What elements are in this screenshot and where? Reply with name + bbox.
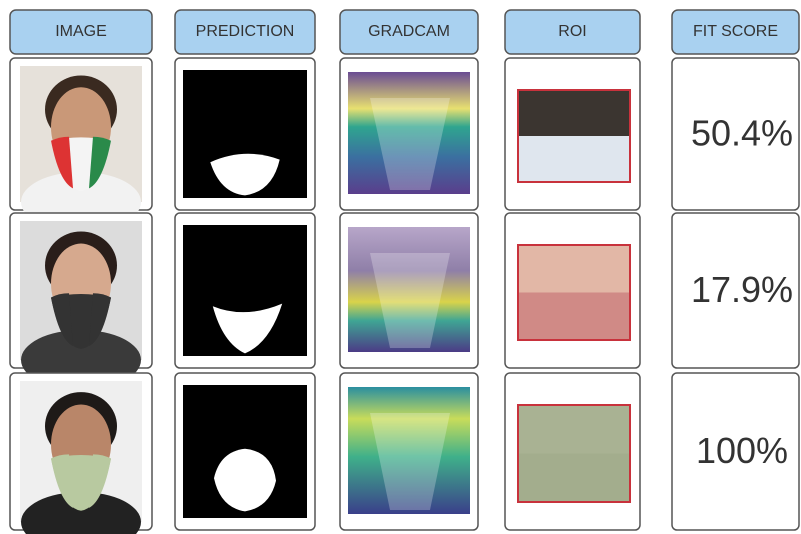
table-cell	[671, 372, 800, 531]
roi-border	[517, 244, 631, 341]
photo-mask-right	[89, 293, 111, 347]
header-cell	[339, 9, 479, 55]
roi-top	[518, 245, 630, 293]
gradcam-heatmap	[348, 227, 470, 352]
header-label: GRADCAM	[368, 23, 450, 40]
header-cell	[174, 9, 316, 55]
fit-score: 100%	[696, 430, 788, 471]
roi-bottom	[518, 292, 630, 340]
photo-mask-left	[51, 293, 73, 347]
roi-bottom	[518, 453, 630, 502]
roi-top	[518, 405, 630, 454]
prediction-mask	[214, 448, 276, 512]
gradcam-heatmap	[348, 387, 470, 514]
prediction-mask	[212, 303, 283, 354]
photo-mask-right	[89, 136, 111, 189]
header-label: PREDICTION	[196, 23, 295, 40]
gradcam-heatmap	[348, 72, 470, 194]
gradcam-overlay	[370, 98, 450, 190]
roi-top	[518, 90, 630, 136]
photo-mask-left	[51, 136, 73, 189]
header-cell	[671, 9, 800, 55]
header-label: ROI	[558, 23, 586, 40]
table-cell	[671, 212, 800, 369]
roi-bottom	[518, 136, 630, 182]
photo-shoulders	[21, 492, 141, 534]
photo-mask-right	[89, 454, 111, 508]
header-label: IMAGE	[55, 23, 107, 40]
fit-score: 50.4%	[691, 113, 793, 154]
gradcam-overlay	[370, 253, 450, 348]
header-label: FIT SCORE	[693, 23, 778, 40]
prediction-mask	[210, 153, 280, 196]
roi-border	[517, 89, 631, 183]
roi-border	[517, 404, 631, 503]
table-cell	[671, 57, 800, 211]
fit-score: 17.9%	[691, 269, 793, 310]
header-cell	[9, 9, 153, 55]
gradcam-overlay	[370, 413, 450, 510]
photo-mask-left	[51, 454, 73, 508]
header-cell	[504, 9, 641, 55]
